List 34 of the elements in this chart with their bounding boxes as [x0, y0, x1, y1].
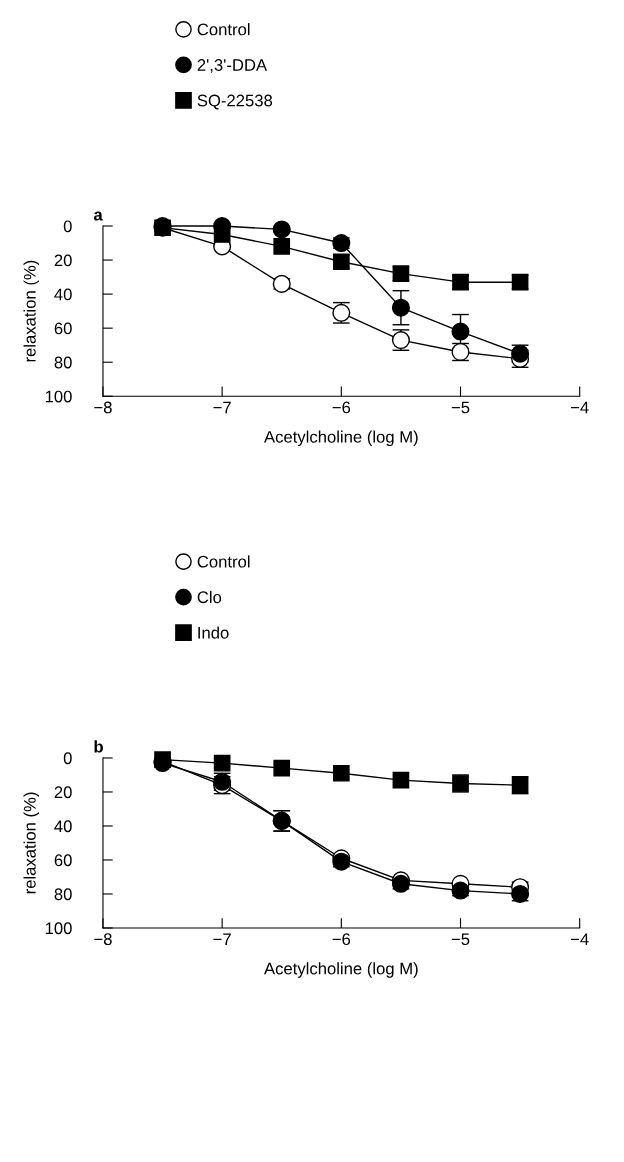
x-axis-title: Acetylcholine (log M) — [264, 430, 418, 447]
y-tick-label: 100 — [45, 390, 72, 403]
y-tick-label: 0 — [63, 220, 72, 233]
y-tick-label: 80 — [54, 888, 72, 901]
x-tick-label: −7 — [213, 933, 231, 945]
y-axis-title: relaxation (%) — [23, 260, 40, 362]
legend-label: Control — [197, 555, 250, 568]
x-tick-label: −6 — [332, 401, 351, 414]
y-tick-label: 40 — [54, 820, 72, 833]
legend-label: Clo — [197, 590, 222, 604]
x-tick-label: −8 — [94, 933, 112, 946]
x-tick-label: −6 — [332, 933, 351, 946]
y-tick-label: 80 — [54, 356, 72, 369]
legend-label: Control — [197, 23, 250, 36]
legend-label: 2',3'-DDA — [197, 59, 268, 73]
y-tick-label: 100 — [45, 922, 72, 935]
y-tick-label: 60 — [54, 322, 72, 335]
legend-label: Indo — [198, 626, 229, 639]
y-tick-label: 40 — [54, 288, 72, 301]
chart-title: a — [93, 211, 103, 221]
x-tick-label: −8 — [94, 401, 112, 414]
y-tick-label: 20 — [54, 786, 72, 799]
y-tick-label: 60 — [54, 854, 72, 867]
y-tick-label: 20 — [54, 254, 72, 267]
chart-title: b — [94, 740, 103, 753]
x-tick-label: −4 — [571, 933, 589, 945]
x-tick-label: −4 — [571, 401, 589, 414]
x-tick-label: −5 — [451, 401, 470, 414]
y-axis-title: relaxation (%) — [23, 792, 40, 894]
x-tick-label: −5 — [451, 933, 470, 946]
legend-label: SQ-22538 — [197, 94, 273, 110]
x-tick-label: −7 — [213, 401, 231, 414]
x-axis-title: Acetylcholine (log M) — [264, 962, 418, 978]
y-tick-label: 0 — [63, 752, 72, 765]
